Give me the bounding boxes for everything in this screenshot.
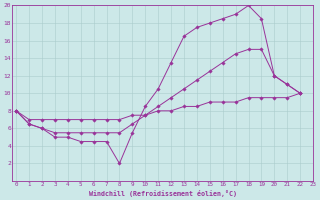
X-axis label: Windchill (Refroidissement éolien,°C): Windchill (Refroidissement éolien,°C) [89, 190, 237, 197]
